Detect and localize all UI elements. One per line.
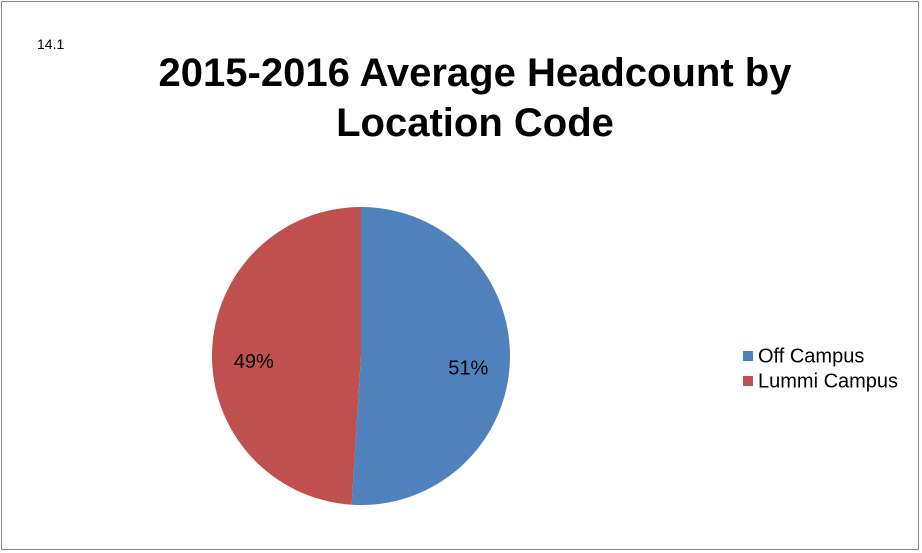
- pie-slice: [351, 207, 510, 506]
- data-label: 51%: [448, 358, 488, 380]
- data-label: 49%: [234, 351, 274, 373]
- legend-swatch: [743, 376, 753, 386]
- annotation: 14.1: [37, 36, 65, 52]
- legend-label: Lummi Campus: [758, 370, 898, 392]
- pie-slice: [211, 207, 361, 505]
- chart-title: 2015-2016 Average Headcount by Location …: [158, 51, 792, 145]
- legend-swatch: [743, 351, 753, 361]
- legend-label: Off Campus: [758, 345, 864, 367]
